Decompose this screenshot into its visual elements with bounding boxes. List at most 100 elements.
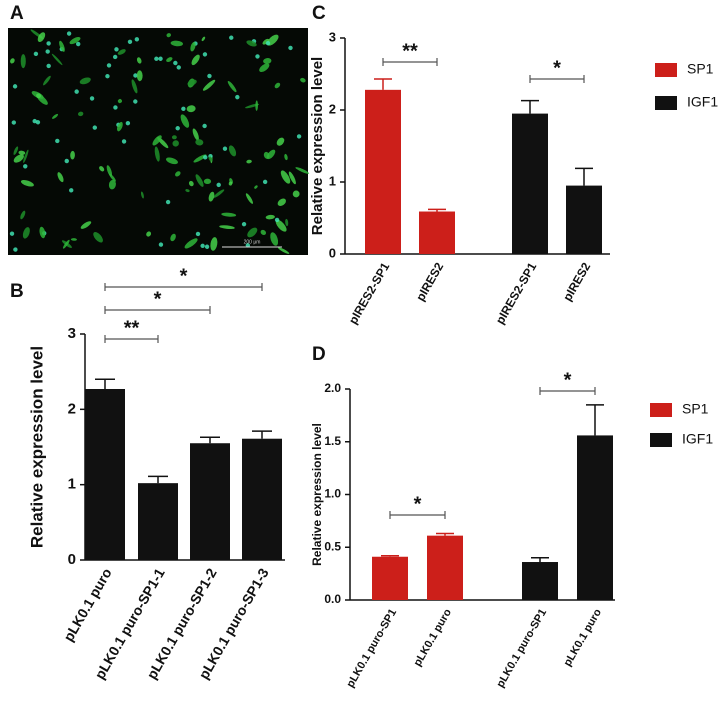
- cell: [51, 53, 63, 66]
- cell: [127, 39, 133, 45]
- cell: [175, 126, 180, 131]
- cell: [195, 139, 204, 146]
- cell: [184, 238, 198, 249]
- cell: [245, 243, 251, 248]
- x-tick-label: pLK0.1 puro-SP1: [494, 607, 549, 690]
- cell: [202, 52, 208, 57]
- bar: [85, 388, 125, 560]
- cell: [80, 221, 92, 229]
- bar: [427, 535, 463, 600]
- cell: [191, 54, 200, 66]
- cell: [275, 219, 287, 232]
- cell: [154, 56, 159, 61]
- cell: [190, 42, 196, 52]
- cell: [77, 111, 84, 117]
- cell: [288, 45, 293, 51]
- cell: [180, 114, 190, 128]
- cell: [133, 73, 138, 78]
- cell: [235, 94, 240, 100]
- cell: [158, 56, 163, 61]
- cell: [295, 167, 310, 174]
- cell: [274, 82, 281, 89]
- cell: [247, 227, 258, 238]
- cell: [276, 137, 285, 146]
- y-tick-label: 1: [329, 173, 336, 188]
- cell: [114, 47, 119, 52]
- cell: [106, 63, 112, 68]
- cell: [22, 227, 30, 239]
- cell: [131, 79, 138, 94]
- cell: [74, 89, 79, 94]
- cell: [165, 157, 178, 165]
- cell: [296, 134, 302, 139]
- cell: [13, 247, 18, 252]
- cell: [13, 146, 19, 155]
- y-tick-label: 2: [329, 101, 336, 116]
- cell: [195, 231, 201, 237]
- legend-swatch: [655, 63, 677, 77]
- cell: [227, 80, 237, 93]
- y-axis-label: Relative expression level: [27, 346, 46, 548]
- cell: [89, 96, 95, 101]
- cell: [263, 151, 270, 159]
- x-tick-label: pLK0.1 puro: [562, 607, 605, 669]
- cell: [207, 73, 212, 79]
- cell: [23, 149, 29, 163]
- y-tick-label: 2: [68, 400, 76, 417]
- cell: [170, 40, 183, 47]
- cell: [20, 54, 26, 69]
- cell: [70, 150, 75, 160]
- cell: [255, 54, 260, 59]
- cell: [158, 242, 164, 247]
- cell: [23, 164, 28, 169]
- bar: [372, 556, 408, 600]
- cell: [246, 40, 257, 47]
- cell: [201, 36, 206, 42]
- y-tick-label: 2.0: [324, 381, 341, 395]
- bar: [190, 443, 230, 560]
- cell: [117, 99, 122, 104]
- significance-label: *: [564, 369, 572, 391]
- cell: [121, 139, 127, 144]
- bar: [138, 483, 178, 560]
- cell: [202, 123, 207, 129]
- significance-label: **: [402, 40, 418, 62]
- cell: [265, 41, 271, 46]
- bar: [365, 89, 401, 254]
- cell: [64, 158, 69, 164]
- cell: [202, 79, 216, 91]
- x-tick-label: pIRES2: [560, 260, 593, 304]
- y-tick-label: 0: [68, 551, 76, 568]
- cell: [20, 210, 26, 220]
- cell: [112, 54, 118, 60]
- cell: [187, 79, 197, 86]
- cell: [277, 198, 286, 206]
- cell: [188, 180, 194, 187]
- cell: [185, 189, 190, 193]
- cell: [134, 37, 140, 42]
- cell: [12, 84, 18, 89]
- panel-label: A: [10, 3, 24, 24]
- y-tick-label: 3: [68, 325, 76, 342]
- y-axis-label: Relative expression level: [310, 423, 324, 566]
- bar: [242, 438, 282, 560]
- legend-swatch: [650, 403, 672, 417]
- cell: [222, 146, 228, 151]
- y-axis-label: Relative expression level: [309, 57, 326, 235]
- cell: [270, 232, 279, 246]
- cell: [170, 233, 176, 242]
- cell: [106, 165, 113, 177]
- cell: [59, 40, 65, 52]
- panel-label: B: [10, 281, 24, 302]
- cell: [93, 232, 103, 243]
- x-tick-label: pLK0.1 puro: [60, 565, 115, 644]
- cell: [259, 63, 270, 73]
- cell: [66, 31, 72, 36]
- cell: [69, 188, 74, 193]
- x-tick-label: pIRES2-SP1: [493, 260, 540, 327]
- cell: [166, 57, 173, 62]
- y-tick-label: 0: [329, 245, 336, 260]
- x-tick-label: pLK0.1 puro-SP1: [344, 607, 399, 690]
- bar: [419, 211, 455, 254]
